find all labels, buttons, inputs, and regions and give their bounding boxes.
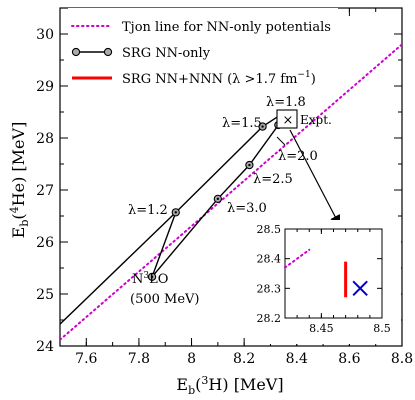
- inset-y-tick-label: 28.5: [257, 223, 282, 236]
- srg-data-point: [258, 122, 267, 131]
- inset-frame: [284, 228, 383, 319]
- y-axis-label-sub: b: [18, 220, 31, 227]
- inset-y-tick-label: 28.4: [257, 253, 282, 266]
- x-axis-label-sub: b: [188, 384, 195, 397]
- legend-srg-circle-left: [71, 47, 81, 57]
- srg-data-point: [245, 160, 254, 170]
- x-axis-label-main: E: [176, 375, 188, 394]
- y-axis-label: Eb(4He) [MeV]: [8, 122, 31, 239]
- y-tick-label: 29: [36, 79, 54, 95]
- inset-plot: 8.45 8.5 28.2 28.3 28.4 28.5: [247, 220, 401, 344]
- legend-nnn-label-pre: SRG NN+NNN (λ >1.7 fm: [122, 72, 297, 87]
- annotation-label: λ=2.0: [278, 149, 318, 164]
- x-axis-label: Eb(3H) [MeV]: [176, 374, 283, 397]
- x-tick-label: 7.6: [75, 351, 97, 367]
- y-tick-label: 25: [36, 287, 54, 303]
- srg-point-inner: [150, 275, 154, 279]
- srg-data-point: [171, 208, 180, 217]
- x-tick-label: 8.6: [338, 351, 360, 367]
- x-tick-label: 8.4: [286, 351, 308, 367]
- legend-nnn-label: SRG NN+NNN (λ >1.7 fm−1): [122, 70, 316, 87]
- srg-point-inner: [248, 163, 251, 167]
- inset-y-tick-label: 28.2: [257, 312, 282, 325]
- legend-srg-circle-right: [103, 47, 113, 57]
- y-axis-label-tail: He) [MeV]: [9, 122, 28, 207]
- annotation-n3lo-post: LO: [149, 272, 168, 287]
- x-axis-label-tail: H) [MeV]: [208, 375, 283, 394]
- legend-bg: [68, 8, 338, 92]
- annotation-label: λ=1.2: [128, 203, 168, 218]
- annotation-pointer-line: [276, 136, 286, 146]
- legend-nnn-label-sup: −1: [297, 70, 310, 80]
- inset-x-tick-label: 8.5: [373, 322, 391, 335]
- annotation-label: (500 MeV): [130, 292, 199, 307]
- x-tick-label: 8: [187, 351, 196, 367]
- legend-srg-label: SRG NN-only: [122, 46, 211, 61]
- srg-point-inner: [174, 211, 177, 214]
- srg-data-point: [213, 194, 222, 203]
- expt-marker: ×: [283, 113, 294, 128]
- srg-point-inner: [261, 125, 264, 128]
- annotation-label: λ=1.8: [266, 95, 306, 110]
- x-axis-label-paren: (: [195, 375, 201, 394]
- inset-expt-cross-b: [352, 280, 368, 297]
- legend-tjon-label: Tjon line for NN-only potentials: [122, 20, 331, 35]
- inset-tjon-line: [284, 248, 311, 269]
- y-tick-label: 26: [36, 235, 54, 251]
- zoom-arrow: [289, 129, 341, 227]
- inset-y-tick-label: 28.3: [257, 282, 282, 295]
- y-axis-label-sup: 4: [8, 206, 21, 213]
- y-axis-label-paren: (: [9, 213, 28, 219]
- annotation-n3lo: N3LO: [132, 271, 168, 287]
- y-tick-label: 24: [36, 339, 54, 355]
- y-tick-label: 27: [36, 183, 54, 199]
- legend-nnn-label-post: ): [311, 72, 316, 87]
- srg-data-point: [147, 272, 157, 281]
- x-tick-label: 8.8: [391, 351, 413, 367]
- y-tick-label: 28: [36, 131, 54, 147]
- srg-point-inner: [216, 197, 220, 201]
- y-tick-label: 30: [36, 27, 54, 43]
- tjon-line: [60, 43, 402, 341]
- srg-left-extension: [60, 211, 177, 325]
- annotation-label: λ=3.0: [227, 201, 267, 216]
- x-axis-label-sup: 3: [201, 374, 208, 387]
- annotation-n3lo-sup: 3: [143, 271, 149, 281]
- srg-series-line: [151, 114, 282, 278]
- expt-label: Expt.: [300, 113, 332, 127]
- annotation-label: λ=2.5: [253, 172, 293, 187]
- inset-x-tick-label: 8.45: [309, 322, 334, 335]
- expt-zoom-box: [276, 109, 298, 129]
- x-tick-label: 8.2: [233, 351, 255, 367]
- annotation-n3lo-pre: N: [132, 272, 143, 287]
- y-axis-label-main: E: [9, 227, 28, 239]
- annotation-label: λ=1.5: [222, 116, 262, 131]
- x-tick-label: 7.8: [128, 351, 150, 367]
- main-plot: 7.6 7.8 8 8.2 8.4 8.6 8.824252627282930Eb(3H) …: [8, 7, 413, 397]
